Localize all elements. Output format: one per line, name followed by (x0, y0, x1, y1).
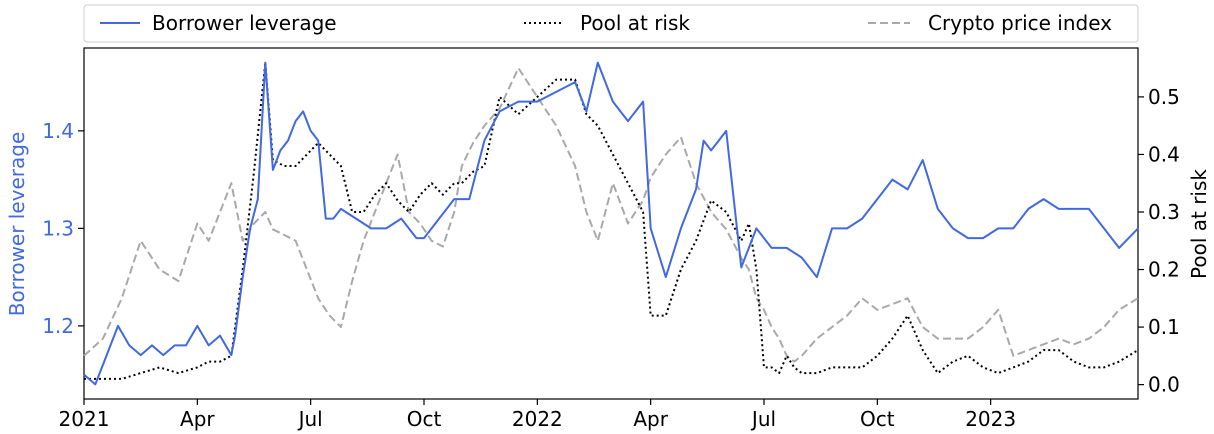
legend-label-crypto-price-index: Crypto price index (928, 11, 1112, 35)
y-left-tick-label: 1.3 (42, 216, 74, 240)
x-tick-label: Apr (633, 407, 668, 431)
legend-frame (83, 4, 1139, 43)
y-axis-right: 0.0 0.1 0.2 0.3 0.4 0.5 (1138, 85, 1180, 397)
series-layer (83, 61, 1139, 386)
y-right-tick-label: 0.4 (1148, 142, 1180, 166)
series-line-crypto-price-index (83, 67, 1139, 363)
y-label-right: Pool at risk (1187, 169, 1211, 279)
legend-label-borrower-leverage: Borrower leverage (152, 11, 337, 35)
legend-label-pool-at-risk: Pool at risk (580, 11, 690, 35)
x-tick-label: Apr (180, 407, 215, 431)
x-tick-label: Jul (750, 407, 776, 431)
x-tick-label: 2023 (965, 407, 1016, 431)
plot-frame (83, 47, 1139, 400)
y-left-tick-label: 1.2 (42, 314, 74, 338)
y-axis-left: 1.2 1.3 1.4 (42, 119, 84, 338)
y-right-tick-label: 0.0 (1148, 373, 1180, 397)
y-right-tick-label: 0.1 (1148, 315, 1180, 339)
legend: Borrower leverage Pool at risk Crypto pr… (83, 4, 1139, 43)
y-right-tick-label: 0.2 (1148, 258, 1180, 282)
y-left-tick-label: 1.4 (42, 119, 74, 143)
x-tick-label: Oct (860, 407, 895, 431)
y-right-tick-label: 0.3 (1148, 200, 1180, 224)
series-line-borrower-leverage (83, 61, 1139, 386)
x-axis: 2021 Apr Jul Oct 2022 Apr Jul Oct 2023 (59, 399, 1016, 431)
x-tick-label: 2022 (512, 407, 563, 431)
x-tick-label: Oct (407, 407, 442, 431)
y-right-tick-label: 0.5 (1148, 85, 1180, 109)
x-tick-label: Jul (297, 407, 323, 431)
x-tick-label: 2021 (59, 407, 110, 431)
y-label-left: Borrower leverage (5, 132, 29, 317)
series-line-pool-at-risk (84, 61, 1139, 380)
